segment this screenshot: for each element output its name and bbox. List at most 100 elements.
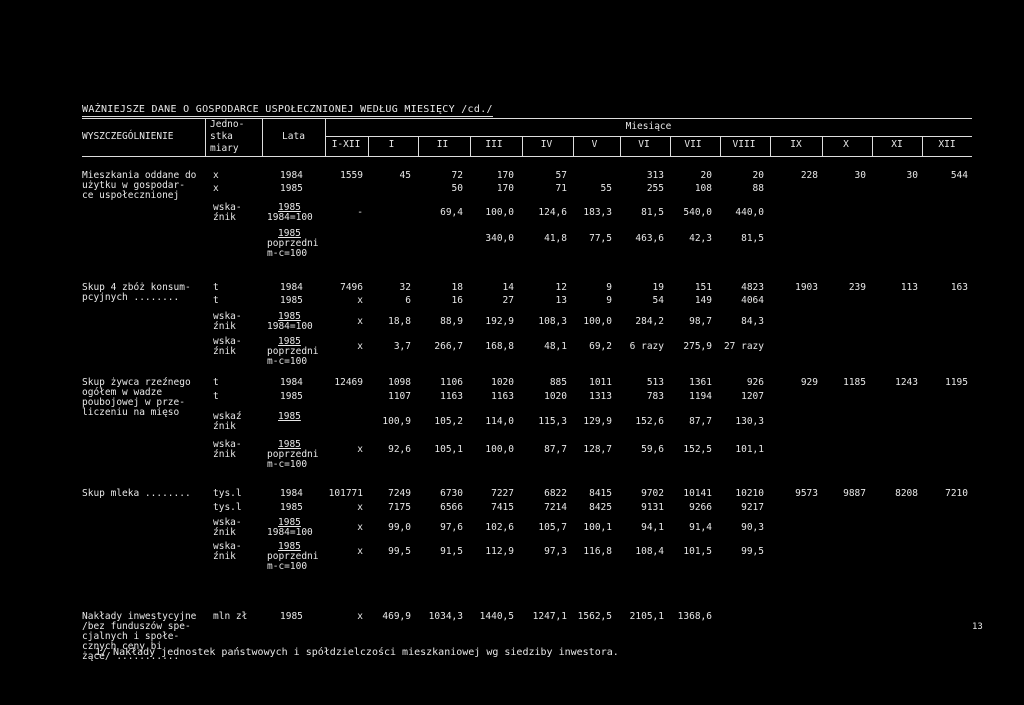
table-cell: 41,8 <box>544 233 567 244</box>
header-year: Lata <box>282 131 305 142</box>
table-cell: x <box>357 316 363 327</box>
table-cell: 1163 <box>491 391 514 402</box>
table-cell: 170 <box>496 183 514 194</box>
column-header: V <box>591 139 598 150</box>
table-cell: 13 <box>555 295 567 306</box>
table-cell: 8415 <box>589 488 612 499</box>
year-cell: 1985 <box>278 439 301 450</box>
header-divider <box>262 118 263 156</box>
table-cell: 88,9 <box>440 316 463 327</box>
table-cell: 100,0 <box>583 316 612 327</box>
table-cell: 4064 <box>741 295 764 306</box>
table-cell: x <box>357 611 363 622</box>
table-cell: 1361 <box>689 377 712 388</box>
header-months-group: Miesiące <box>625 121 672 132</box>
table-cell: 8208 <box>895 488 918 499</box>
column-divider <box>922 136 923 156</box>
header-unit: Jedno- stka miary <box>210 119 245 154</box>
table-cell: 239 <box>848 282 866 293</box>
table-cell: x <box>357 522 363 533</box>
column-divider <box>368 136 369 156</box>
header-rule-bottom <box>82 156 972 157</box>
table-cell: 18,8 <box>388 316 411 327</box>
page-number: 13 <box>972 622 983 632</box>
table-cell: 152,6 <box>635 416 664 427</box>
unit-cell: źnik <box>213 321 236 332</box>
year-cell: 1985 <box>278 202 301 213</box>
table-cell: 544 <box>950 170 968 181</box>
table-cell: 4823 <box>741 282 764 293</box>
table-cell: 91,5 <box>440 546 463 557</box>
table-cell: 88 <box>752 183 764 194</box>
table-cell: 108,4 <box>635 546 664 557</box>
table-cell: 108,3 <box>538 316 567 327</box>
table-cell: 440,0 <box>735 207 764 218</box>
unit-cell: mln zł <box>213 611 248 622</box>
column-divider <box>470 136 471 156</box>
unit-cell: tys.l <box>213 488 242 499</box>
table-cell: 1440,5 <box>479 611 514 622</box>
row-label: liczeniu na mięso <box>82 407 180 418</box>
row-label: Mieszkania oddane do <box>82 170 197 181</box>
column-header: VIII <box>732 139 756 150</box>
table-cell: 152,5 <box>683 444 712 455</box>
year-cell: m-c=100 <box>267 356 308 367</box>
table-cell: 92,6 <box>388 444 411 455</box>
table-cell: 77,5 <box>589 233 612 244</box>
table-cell: 98,7 <box>689 316 712 327</box>
unit-cell: źnik <box>213 551 236 562</box>
row-label: pcyjnych ........ <box>82 292 180 303</box>
table-cell: 30 <box>854 170 866 181</box>
year-cell: 1985 <box>278 228 301 239</box>
unit-cell: wska- <box>213 336 242 347</box>
unit-cell: tys.l <box>213 502 242 513</box>
table-cell: 275,9 <box>683 341 712 352</box>
year-cell: 1984 <box>280 282 303 293</box>
year-cell: 1984=100 <box>267 321 313 332</box>
table-cell: 54 <box>652 295 664 306</box>
column-divider <box>573 136 574 156</box>
table-cell: 1011 <box>589 377 612 388</box>
row-label: Skup mleka ........ <box>82 488 191 499</box>
unit-cell: wska- <box>213 541 242 552</box>
year-cell: 1985 <box>280 295 303 306</box>
table-cell: 72 <box>451 170 463 181</box>
row-label: ce uspołecznionej <box>82 190 180 201</box>
table-cell: 1020 <box>544 391 567 402</box>
table-cell: x <box>357 502 363 513</box>
unit-cell: t <box>213 391 219 402</box>
table-cell: 2105,1 <box>629 611 664 622</box>
footnote: 1/ Nakłady jednostek państwowych i spółd… <box>95 647 619 658</box>
unit-cell: t <box>213 295 219 306</box>
unit-cell: x <box>213 183 219 194</box>
table-cell: 81,5 <box>741 233 764 244</box>
table-cell: 1368,6 <box>677 611 712 622</box>
table-cell: 469,9 <box>382 611 411 622</box>
header-rule-months <box>325 136 972 137</box>
table-cell: 192,9 <box>485 316 514 327</box>
table-cell: 1243 <box>895 377 918 388</box>
column-header: II <box>436 139 449 150</box>
table-cell: 100,0 <box>485 207 514 218</box>
header-rule-top <box>82 118 972 119</box>
table-cell: 1098 <box>388 377 411 388</box>
page-title: WAŻNIEJSZE DANE O GOSPODARCE USPOŁECZNIO… <box>82 104 493 117</box>
table-cell: 1107 <box>388 391 411 402</box>
table-cell: 116,8 <box>583 546 612 557</box>
table-cell: 284,2 <box>635 316 664 327</box>
table-cell: 885 <box>549 377 567 388</box>
table-cell: 228 <box>800 170 818 181</box>
year-cell: 1985 <box>280 391 303 402</box>
table-cell: x <box>357 546 363 557</box>
column-divider <box>522 136 523 156</box>
table-cell: 1562,5 <box>577 611 612 622</box>
column-header: XII <box>938 139 956 150</box>
table-cell: 55 <box>600 183 612 194</box>
table-cell: 6822 <box>544 488 567 499</box>
row-label: /bez funduszów spe- <box>82 621 191 632</box>
table-cell: 7496 <box>340 282 363 293</box>
table-cell: 1163 <box>440 391 463 402</box>
year-cell: 1985 <box>280 611 303 622</box>
year-cell: 1985 <box>278 411 301 422</box>
table-cell: 105,2 <box>434 416 463 427</box>
